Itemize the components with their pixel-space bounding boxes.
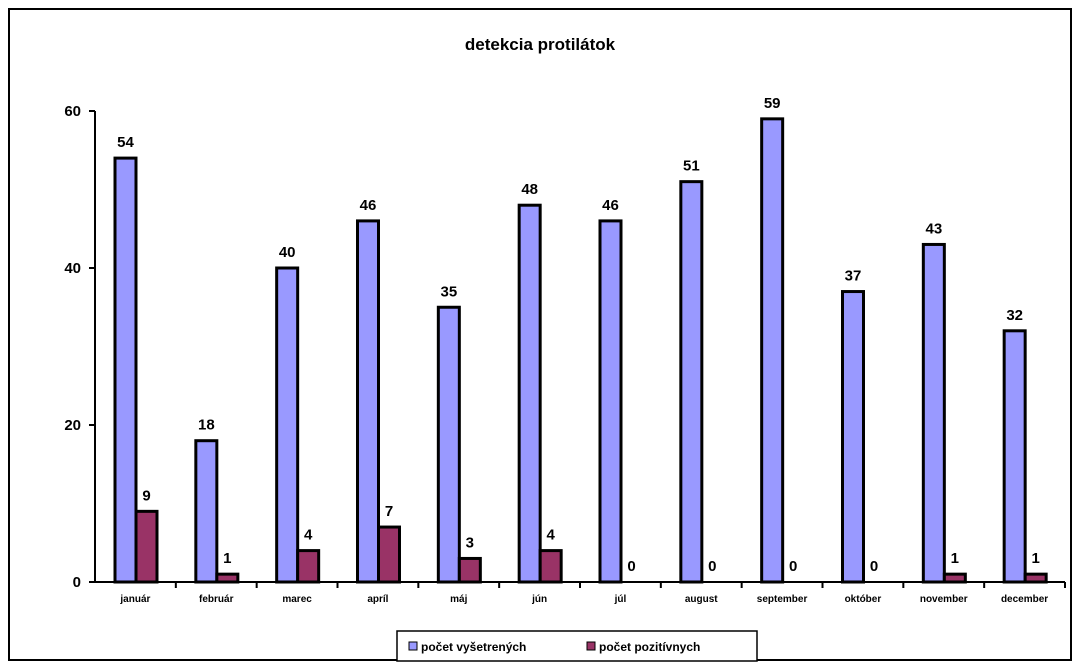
- data-label: 51: [683, 158, 700, 175]
- data-label: 4: [546, 527, 555, 544]
- x-tick-label: december: [1001, 594, 1048, 605]
- data-label: 59: [764, 95, 781, 112]
- legend-swatch: [586, 641, 596, 651]
- data-label: 9: [142, 487, 150, 504]
- data-label: 1: [951, 550, 959, 567]
- data-label: 0: [627, 558, 635, 575]
- bar-positive: [1023, 572, 1048, 584]
- data-label: 35: [440, 283, 457, 300]
- bar-examined: [194, 439, 219, 584]
- x-tick-label: január: [119, 594, 150, 605]
- legend-swatch: [408, 641, 418, 651]
- data-label: 43: [925, 220, 942, 237]
- y-tick-label: 0: [73, 574, 81, 591]
- chart-title: detekcia protilátok: [465, 35, 616, 54]
- bar-examined: [1002, 329, 1027, 584]
- data-label: 46: [360, 197, 377, 214]
- bar-examined: [113, 156, 138, 584]
- data-label: 40: [279, 244, 296, 261]
- data-label: 1: [1031, 550, 1039, 567]
- data-label: 1: [223, 550, 231, 567]
- x-tick-label: február: [199, 594, 234, 605]
- x-tick-label: november: [920, 594, 968, 605]
- bar-examined: [356, 219, 380, 584]
- bar-positive: [457, 556, 482, 584]
- data-label: 46: [602, 197, 619, 214]
- data-label: 7: [385, 503, 393, 520]
- bar-examined: [760, 117, 785, 584]
- bar-examined: [841, 290, 865, 584]
- x-tick-label: september: [757, 594, 808, 605]
- data-label: 0: [789, 558, 797, 575]
- x-tick-label: marec: [282, 594, 312, 605]
- bar-examined: [436, 305, 461, 584]
- legend: počet vyšetrených počet pozitívnych: [396, 630, 758, 662]
- legend-label: počet pozitívnych: [599, 640, 700, 654]
- bar-positive: [377, 525, 401, 584]
- bar-positive: [134, 509, 159, 584]
- data-labels: 54 9 18 1 40 4 46 7 35 3 48 4 46 0 51 0 59 0 37 0 43 1 32 1: [117, 95, 1040, 575]
- x-tick-label: apríl: [367, 594, 388, 605]
- data-label: 32: [1006, 307, 1023, 324]
- data-label: 18: [198, 417, 215, 434]
- bars: [113, 117, 1048, 584]
- data-label: 3: [466, 534, 474, 551]
- bar-positive: [296, 549, 321, 584]
- bar-examined: [679, 180, 704, 584]
- data-label: 54: [117, 134, 134, 151]
- legend-label: počet vyšetrených: [421, 640, 526, 654]
- bar-examined: [598, 219, 623, 584]
- y-tick-label: 20: [64, 417, 81, 434]
- bar-examined: [517, 203, 542, 584]
- bar-examined: [921, 242, 946, 584]
- data-label: 0: [870, 558, 878, 575]
- data-label: 37: [845, 268, 862, 285]
- bar-positive: [538, 549, 563, 584]
- bar-positive: [215, 572, 240, 584]
- x-tick-label: jún: [531, 594, 547, 605]
- data-label: 4: [304, 527, 313, 544]
- legend-box: [396, 630, 758, 662]
- x-tick-label: júl: [614, 594, 627, 605]
- x-tick-label: október: [845, 594, 882, 605]
- data-label: 0: [708, 558, 716, 575]
- bar-examined: [275, 266, 300, 584]
- y-tick-label: 40: [64, 260, 81, 277]
- x-tick-label: august: [685, 594, 718, 605]
- data-label: 48: [521, 181, 538, 198]
- y-tick-label: 60: [64, 103, 81, 120]
- bar-positive: [942, 572, 967, 584]
- x-tick-label: máj: [450, 594, 467, 605]
